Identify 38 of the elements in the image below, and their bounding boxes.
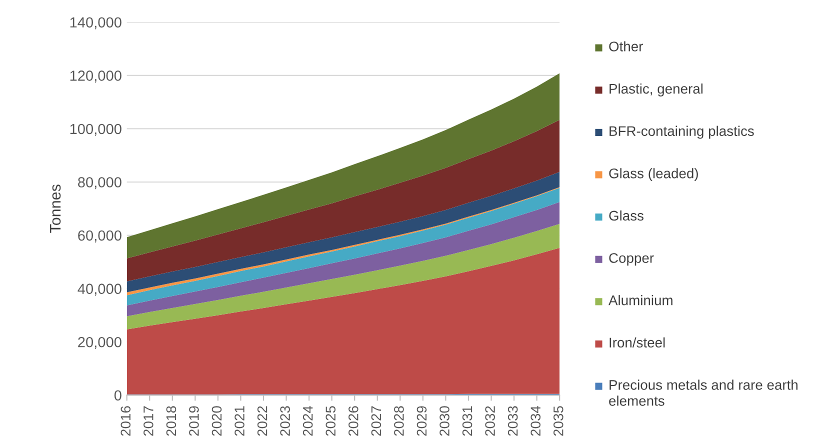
legend-label: Other (609, 41, 643, 52)
y-tick-label: 0 (114, 390, 122, 401)
legend-label: Glass (leaded) (609, 168, 698, 182)
x-tick-label: 2020 (212, 406, 222, 436)
x-tick-label: 2033 (508, 406, 518, 436)
x-tick-label: 2030 (440, 406, 450, 436)
y-tick-label: 100,000 (70, 124, 122, 136)
x-tick-label: 2032 (485, 406, 495, 436)
x-tick-label: 2018 (166, 406, 176, 436)
legend-label: Aluminium (608, 295, 672, 306)
y-axis-title: Tonnes (50, 184, 61, 233)
x-tick-label: 2029 (416, 406, 427, 436)
x-tick-label: 2025 (326, 406, 336, 436)
x-tick-label: 2024 (302, 406, 313, 436)
y-tick-label: 140,000 (70, 17, 122, 30)
legend-label: Copper (609, 253, 654, 266)
x-tick-label: 2027 (371, 406, 382, 436)
legend-label: Iron/steel (610, 337, 665, 348)
x-tick-label: 2016 (120, 406, 131, 436)
y-tick-label: 80,000 (78, 177, 122, 190)
x-tick-label: 2031 (462, 406, 472, 436)
legend-label: Plastic, general (610, 84, 703, 96)
x-tick-label: 2023 (280, 406, 290, 436)
x-tick-label: 2028 (394, 406, 404, 436)
legend-label: Glass (609, 210, 644, 221)
y-tick-label: 40,000 (78, 284, 122, 296)
y-tick-label: 120,000 (70, 70, 122, 83)
x-tick-label: 2017 (144, 406, 154, 436)
x-tick-label: 2021 (234, 406, 244, 436)
x-tick-label: 2034 (530, 406, 541, 436)
legend-label: Precious metals and rare earth elements (609, 380, 798, 406)
y-tick-label: 60,000 (78, 230, 122, 242)
x-tick-label: 2035 (553, 406, 564, 436)
x-tick-label: 2019 (189, 406, 199, 436)
x-tick-label: 2022 (257, 406, 268, 436)
legend-label: BFR-containing plastics (610, 126, 754, 139)
y-tick-label: 20,000 (78, 336, 122, 350)
x-tick-label: 2026 (348, 406, 358, 436)
